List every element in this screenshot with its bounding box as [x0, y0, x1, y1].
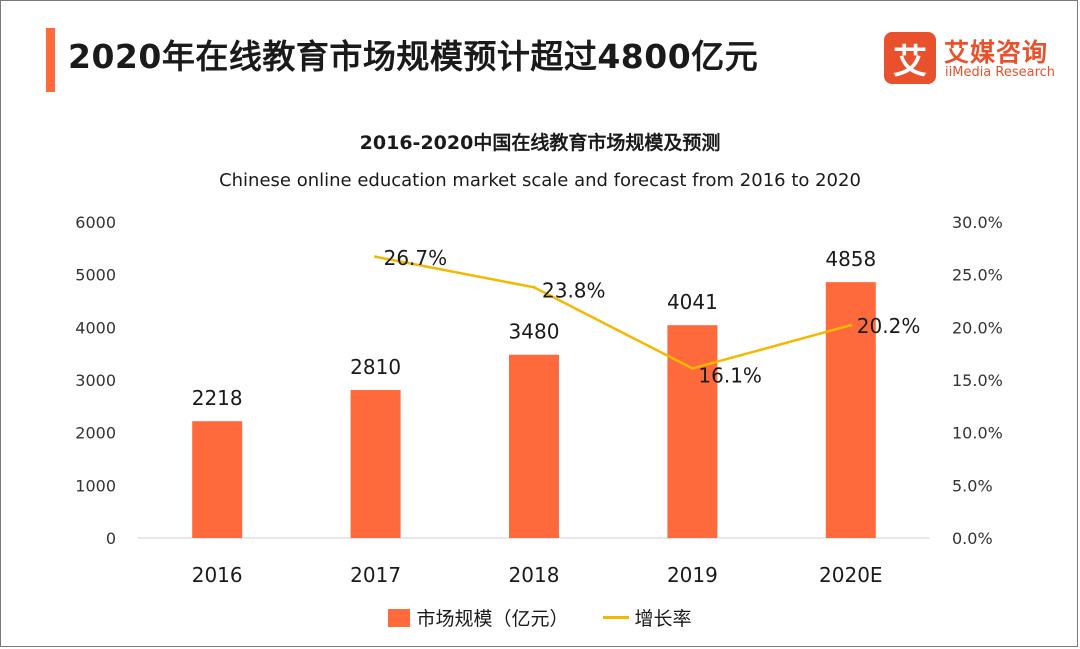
x-tick-label: 2017 — [350, 563, 401, 587]
line-point — [374, 255, 378, 259]
bar-value-label: 3480 — [509, 320, 560, 344]
y-left-tick-label: 4000 — [75, 318, 116, 337]
legend-line-swatch — [602, 616, 629, 619]
line-point — [849, 323, 853, 327]
y-right-tick-label: 5.0% — [952, 476, 993, 495]
legend-bar-label: 市场规模（亿元） — [416, 608, 569, 630]
line-value-label: 20.2% — [857, 314, 921, 338]
brand-name-en: iiMedia Research — [945, 65, 1056, 80]
y-left-tick-label: 0 — [106, 529, 116, 548]
x-tick-label: 2018 — [509, 563, 560, 587]
y-left-tick-label: 6000 — [75, 213, 116, 232]
bar — [509, 354, 559, 538]
line-point — [532, 285, 536, 289]
bar-value-label: 4858 — [825, 247, 876, 271]
legend-item-line: 增长率 — [602, 604, 692, 631]
x-tick-label: 2020E — [819, 563, 883, 587]
bar — [192, 421, 243, 538]
title-accent-bar — [46, 28, 55, 92]
legend-line-label: 增长率 — [634, 608, 692, 630]
y-right-tick-label: 20.0% — [952, 318, 1003, 337]
line-value-label: 23.8% — [542, 278, 606, 302]
y-right-tick-label: 10.0% — [952, 424, 1003, 443]
legend-item-bar: 市场规模（亿元） — [388, 604, 569, 631]
y-right-tick-label: 30.0% — [952, 213, 1003, 232]
chart-legend: 市场规模（亿元） 增长率 — [0, 604, 1080, 631]
brand-logo: 艾 艾媒咨询 iiMedia Research — [884, 32, 1064, 84]
bar-value-label: 4041 — [667, 290, 718, 314]
brand-name-cn: 艾媒咨询 — [944, 38, 1049, 67]
line-value-label: 26.7% — [384, 246, 448, 270]
y-right-tick-label: 0.0% — [952, 529, 993, 548]
x-tick-label: 2016 — [192, 563, 243, 587]
x-tick-label: 2019 — [667, 563, 718, 587]
y-left-tick-label: 5000 — [75, 266, 116, 285]
chart-title: 2016-2020中国在线教育市场规模及预测 — [359, 132, 721, 154]
line-point — [690, 366, 694, 370]
chart-subtitle: Chinese online education market scale an… — [219, 170, 861, 191]
y-right-tick-label: 15.0% — [952, 371, 1003, 390]
growth-rate-line — [375, 255, 852, 370]
y-left-tick-label: 2000 — [75, 424, 116, 443]
bar-value-label: 2810 — [350, 355, 401, 379]
legend-bar-swatch — [388, 608, 411, 627]
bar — [350, 390, 401, 538]
bar — [667, 325, 718, 538]
brand-mark-icon: 艾 — [884, 32, 936, 84]
y-left-tick-label: 1000 — [75, 476, 116, 495]
y-left-tick-label: 3000 — [75, 371, 116, 390]
page-title: 2020年在线教育市场规模预计超过4800亿元 — [68, 37, 759, 76]
line-value-label: 16.1% — [698, 363, 762, 387]
bar-value-label: 2218 — [192, 386, 243, 410]
y-right-tick-label: 25.0% — [952, 266, 1003, 285]
